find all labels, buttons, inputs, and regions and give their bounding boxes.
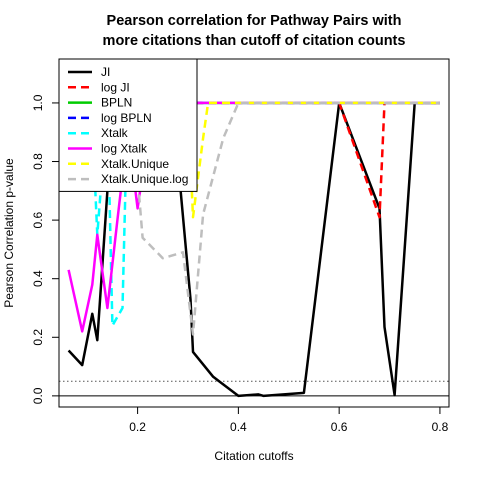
- x-axis-label: Citation cutoffs: [214, 449, 293, 463]
- y-axis-label: Pearson Correlation p-value: [2, 158, 16, 308]
- y-tick-label: 0.0: [31, 387, 45, 404]
- y-tick-label: 1.0: [31, 94, 45, 111]
- x-tick-label: 0.6: [331, 420, 348, 434]
- legend-label-log-bpln: log BPLN: [101, 111, 152, 125]
- legend-label-xtalk: Xtalk: [101, 126, 129, 140]
- x-axis: 0.2 0.4 0.6 0.8: [129, 406, 449, 434]
- legend-label-ji: JI: [101, 65, 110, 79]
- legend-label-xtalk-unique-log: Xtalk.Unique.log: [101, 172, 188, 186]
- x-tick-label: 0.2: [129, 420, 146, 434]
- series-line-ji: [67, 101, 440, 398]
- legend-label-bpln: BPLN: [101, 96, 132, 110]
- y-tick-label: 0.2: [31, 329, 45, 346]
- chart-title-line-2: more citations than cutoff of citation c…: [103, 33, 406, 49]
- x-tick-label: 0.4: [230, 420, 247, 434]
- series-line-xtalk-unique-log: [121, 101, 440, 336]
- legend-label-log-xtalk: log Xtalk: [101, 142, 148, 156]
- y-tick-label: 0.8: [31, 153, 45, 170]
- y-tick-label: 0.4: [31, 270, 45, 287]
- chart-title-line-1: Pearson correlation for Pathway Pairs wi…: [107, 13, 402, 29]
- legend-label-xtalk-unique: Xtalk.Unique: [101, 157, 169, 171]
- legend-box: [58, 58, 198, 192]
- legend-label-log-ji: log JI: [101, 80, 130, 94]
- y-tick-label: 0.6: [31, 211, 45, 228]
- x-tick-label: 0.8: [432, 420, 449, 434]
